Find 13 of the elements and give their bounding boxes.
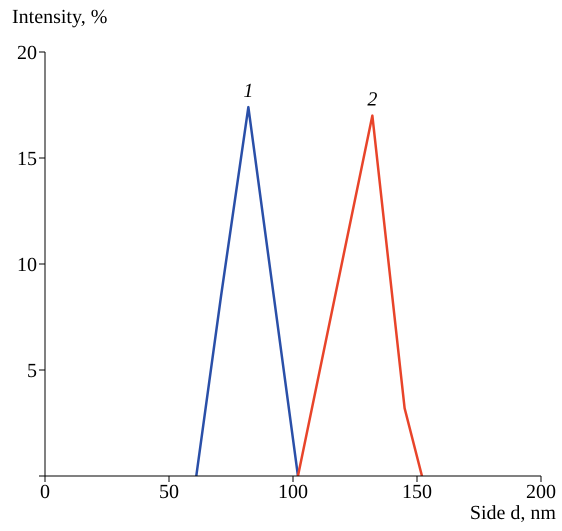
y-tick-label: 20 [17, 42, 37, 64]
x-tick-label: 150 [402, 481, 432, 504]
x-tick-label: 0 [40, 481, 50, 504]
y-tick-label: 15 [17, 148, 37, 170]
x-axis-title: Side d, nm [470, 502, 556, 525]
series-label: 2 [367, 88, 378, 111]
x-tick-label: 200 [526, 481, 556, 504]
y-tick-label: 10 [17, 254, 37, 276]
x-tick-label: 100 [278, 481, 308, 504]
series-label: 1 [243, 80, 254, 102]
y-axis-title: Intensity, % [12, 6, 108, 29]
x-tick-label: 50 [159, 481, 179, 504]
y-tick-label: 5 [27, 360, 37, 382]
